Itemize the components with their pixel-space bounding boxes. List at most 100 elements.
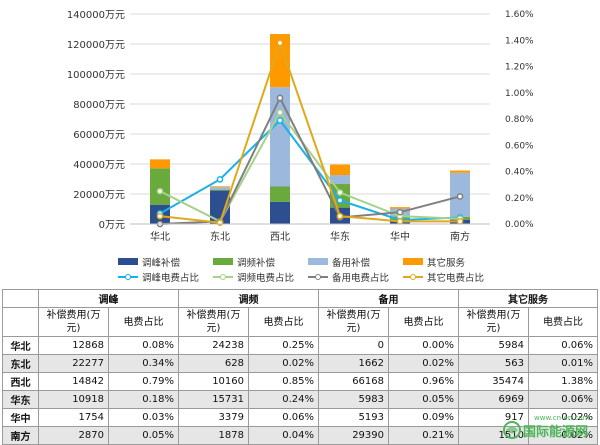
legend-line-swatch xyxy=(308,272,328,282)
table-row: 华中 1754 0.03% 3379 0.06% 5193 0.09% 917 0.02% xyxy=(2,408,598,427)
table-cell: 1.38% xyxy=(528,372,598,391)
legend-label: 备用补偿 xyxy=(332,257,371,269)
series-point xyxy=(396,218,404,225)
table-cell: 0.05% xyxy=(108,426,179,445)
legend-item-peak: 调峰补偿 xyxy=(118,255,213,269)
y-left-tick-label: 80000万元 xyxy=(73,100,125,111)
sub-header: 电费占比 xyxy=(528,307,598,337)
x-tick-label: 华北 xyxy=(150,230,170,243)
series-line xyxy=(159,110,461,223)
y-right-tick-label: 0.80% xyxy=(505,115,534,125)
bar-segment xyxy=(270,87,290,187)
legend-line-swatch xyxy=(213,272,233,282)
row-header: 华北 xyxy=(2,336,39,355)
legend-label: 其它电费占比 xyxy=(427,272,485,284)
legend-item-reserve: 备用补偿 xyxy=(308,255,403,269)
bar-segment xyxy=(450,170,470,173)
sub-header: 电费占比 xyxy=(108,307,179,337)
series-point xyxy=(156,187,164,195)
table-cell: 0.18% xyxy=(108,390,179,409)
series-point xyxy=(276,109,284,116)
legend-row-bars: 调峰补偿 调频补偿 备用补偿 其它服务 xyxy=(118,254,528,269)
sub-header: 补偿费用(万元) xyxy=(318,307,389,337)
y-left-tick-label: 100000万元 xyxy=(67,70,125,81)
table-cell: 0.06% xyxy=(528,390,598,409)
legend: 调峰补偿 调频补偿 备用补偿 其它服务 调峰电费占比 调频电费占比 备用电费占比… xyxy=(118,254,528,284)
table-cell: 14842 xyxy=(38,372,109,391)
table-cell: 0.96% xyxy=(388,372,459,391)
group-header: 其它服务 xyxy=(458,289,598,308)
table-cell: 2870 xyxy=(38,426,109,445)
y-right-tick-label: 0.60% xyxy=(505,141,534,151)
watermark-url: www.cn-en.com xyxy=(534,414,590,422)
table-cell: 0.02% xyxy=(388,354,459,373)
table-corner-cell xyxy=(2,307,39,337)
bar-segment xyxy=(210,187,230,190)
y-right-tick-label: 1.00% xyxy=(505,89,534,99)
x-tick-label: 南方 xyxy=(450,230,470,243)
y-right-tick-label: 1.40% xyxy=(505,36,534,46)
row-header: 华中 xyxy=(2,408,39,427)
sub-header: 补偿费用(万元) xyxy=(458,307,529,337)
data-table: 调峰 调频 备用 其它服务 补偿费用(万元) 电费占比 补偿费用(万元) 电费占比 补偿… xyxy=(2,289,598,445)
series-point xyxy=(276,116,284,124)
table-cell: 3379 xyxy=(178,408,249,427)
bar-segment xyxy=(210,189,230,191)
series-point xyxy=(456,218,464,225)
group-header: 调频 xyxy=(178,289,319,308)
series-point xyxy=(396,208,404,216)
table-cell: 35474 xyxy=(458,372,529,391)
legend-label: 调峰补偿 xyxy=(142,257,181,269)
row-header: 南方 xyxy=(2,426,39,445)
table-cell: 10918 xyxy=(38,390,109,409)
table-cell: 563 xyxy=(458,354,529,373)
legend-line-swatch xyxy=(403,272,423,282)
table-cell: 6969 xyxy=(458,390,529,409)
table-cell: 0.09% xyxy=(388,408,459,427)
table-row: 华东 10918 0.18% 15731 0.24% 5983 0.05% 6969 0.06% xyxy=(2,390,598,409)
table-cell: 1878 xyxy=(178,426,249,445)
table-cell: 0.04% xyxy=(248,426,319,445)
series-line xyxy=(159,118,461,222)
table-cell: 5193 xyxy=(318,408,389,427)
y-right-tick-label: 0.40% xyxy=(505,168,534,178)
table-body: 华北 12868 0.08% 24238 0.25% 0 0.00% 5984 0.06% 东北 2… xyxy=(2,336,598,445)
bar-segment xyxy=(270,201,290,224)
y-left-tick-label: 40000万元 xyxy=(73,160,125,171)
table-cell: 0.79% xyxy=(108,372,179,391)
logo-leaf-icon xyxy=(506,426,518,434)
x-tick-label: 华中 xyxy=(390,230,410,243)
bar-segment xyxy=(390,207,410,209)
table-row: 西北 14842 0.79% 10160 0.85% 66168 0.96% 35474 1.3… xyxy=(2,372,598,391)
sub-header: 补偿费用(万元) xyxy=(178,307,249,337)
legend-item-freq-ratio: 调频电费占比 xyxy=(213,270,308,284)
legend-item-other: 其它服务 xyxy=(403,255,498,269)
bar-segment xyxy=(330,175,350,185)
table-cell: 628 xyxy=(178,354,249,373)
legend-label: 调频补偿 xyxy=(237,257,276,269)
y-left-tick-label: 120000万元 xyxy=(67,40,125,51)
series-point xyxy=(336,189,344,196)
table-cell: 0 xyxy=(318,336,389,355)
table-cell: 0.02% xyxy=(528,426,598,445)
legend-swatch xyxy=(118,258,138,265)
table-cell: 5984 xyxy=(458,336,529,355)
table-cell: 0.05% xyxy=(388,390,459,409)
bar-segment xyxy=(210,190,230,224)
table-cell: 0.06% xyxy=(528,336,598,355)
logo-globe-icon xyxy=(503,421,521,439)
series-point xyxy=(156,212,164,220)
series-line xyxy=(159,39,460,224)
legend-label: 其它服务 xyxy=(427,257,466,269)
bar-segment xyxy=(270,34,290,88)
table-cell: 22277 xyxy=(38,354,109,373)
group-header: 备用 xyxy=(318,289,459,308)
table-cell: 66168 xyxy=(318,372,389,391)
y-left-tick-label: 0万元 xyxy=(99,220,125,231)
bar-segment xyxy=(330,164,350,176)
table-group-header-row: 调峰 调频 备用 其它服务 xyxy=(2,289,598,308)
legend-label: 备用电费占比 xyxy=(332,272,390,284)
y-axis-left: 0万元 20000万元 40000万元 60000万元 80000万元 100000万元 1… xyxy=(67,10,125,231)
sub-header: 电费占比 xyxy=(388,307,459,337)
legend-line-swatch xyxy=(118,272,138,282)
